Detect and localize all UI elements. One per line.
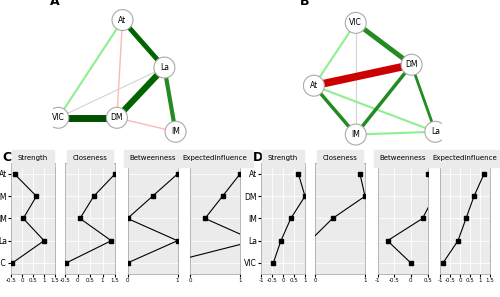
Circle shape bbox=[106, 107, 128, 128]
Text: IM: IM bbox=[352, 130, 360, 139]
Text: At: At bbox=[118, 15, 126, 25]
Circle shape bbox=[401, 54, 422, 75]
Circle shape bbox=[165, 121, 186, 142]
Circle shape bbox=[346, 12, 366, 33]
Circle shape bbox=[425, 121, 446, 142]
Text: VIC: VIC bbox=[52, 113, 64, 122]
Circle shape bbox=[304, 75, 324, 96]
Title: Betweenness: Betweenness bbox=[129, 155, 176, 161]
Title: Closeness: Closeness bbox=[72, 155, 108, 161]
Text: A: A bbox=[50, 0, 59, 7]
Title: ExpectedInfluence: ExpectedInfluence bbox=[432, 155, 498, 161]
Text: At: At bbox=[310, 81, 318, 90]
Title: Betweenness: Betweenness bbox=[380, 155, 426, 161]
Circle shape bbox=[48, 107, 69, 128]
Text: DM: DM bbox=[110, 113, 123, 122]
Title: ExpectedInfluence: ExpectedInfluence bbox=[182, 155, 248, 161]
Circle shape bbox=[112, 10, 133, 31]
Circle shape bbox=[346, 124, 366, 145]
Text: La: La bbox=[431, 127, 440, 136]
Text: IM: IM bbox=[171, 127, 180, 136]
Text: D: D bbox=[252, 151, 263, 165]
Text: La: La bbox=[160, 63, 169, 72]
Title: Closeness: Closeness bbox=[322, 155, 358, 161]
Text: DM: DM bbox=[406, 60, 418, 69]
Circle shape bbox=[154, 57, 175, 78]
Text: C: C bbox=[2, 151, 12, 165]
Text: B: B bbox=[300, 0, 310, 7]
Title: Strength: Strength bbox=[268, 155, 298, 161]
Text: VIC: VIC bbox=[350, 18, 362, 27]
Title: Strength: Strength bbox=[18, 155, 48, 161]
